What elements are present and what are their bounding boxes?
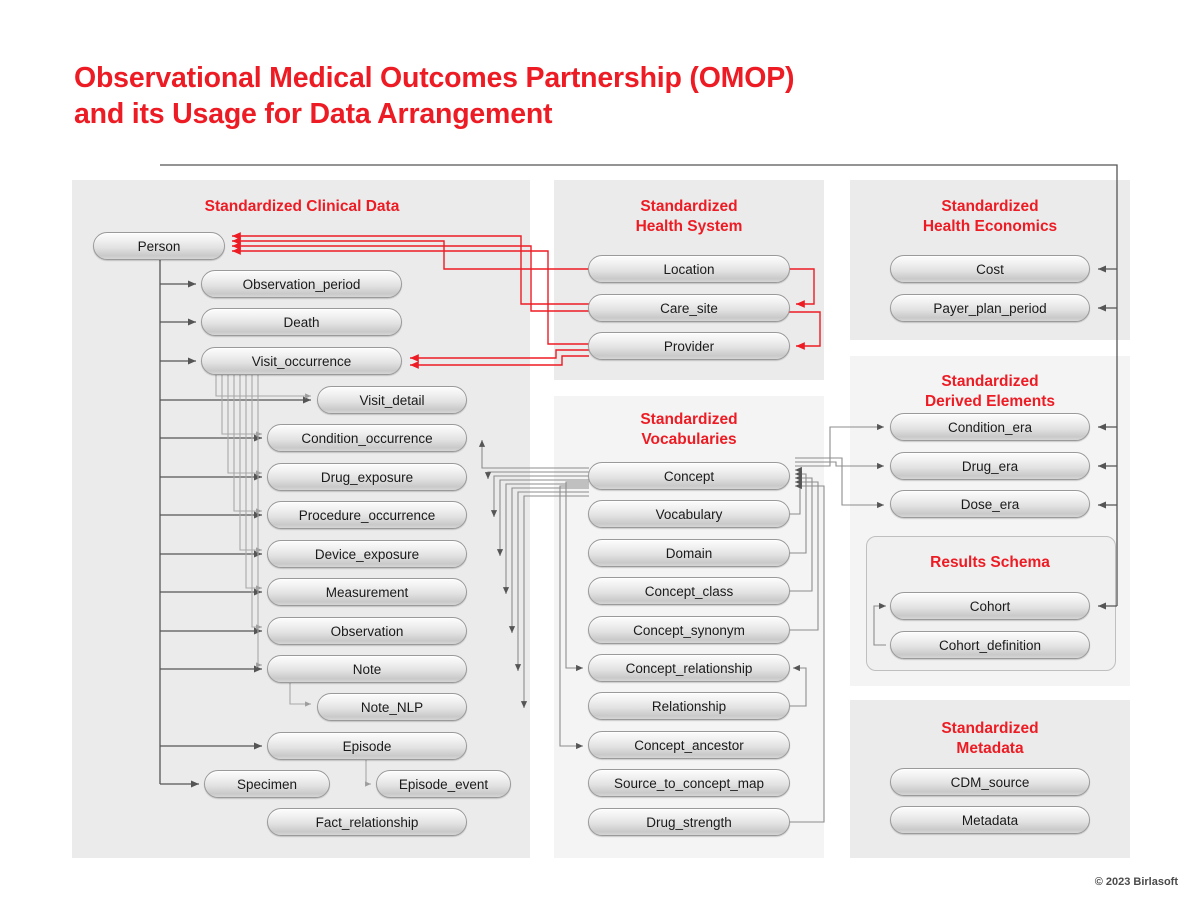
entity-concept-ancestor[interactable]: Concept_ancestor [588,731,790,759]
entity-measurement[interactable]: Measurement [267,578,467,606]
entity-episode[interactable]: Episode [267,732,467,760]
entity-dose-era[interactable]: Dose_era [890,490,1090,518]
entity-fact-relationship[interactable]: Fact_relationship [267,808,467,836]
section-title-line-2: Health Economics [922,218,1058,235]
entity-cohort-definition[interactable]: Cohort_definition [890,631,1090,659]
section-title-line-2: Health System [635,218,743,235]
section-title-derived-elements: Standardized Derived Elements [856,372,1124,412]
section-title-health-economics: Standardized Health Economics [856,197,1124,237]
entity-concept-relationship[interactable]: Concept_relationship [588,654,790,682]
entity-vocabulary[interactable]: Vocabulary [588,500,790,528]
entity-death[interactable]: Death [201,308,402,336]
entity-relationship[interactable]: Relationship [588,692,790,720]
entity-payer-plan-period[interactable]: Payer_plan_period [890,294,1090,322]
entity-person[interactable]: Person [93,232,225,260]
section-title-line-1: Standardized [640,411,738,428]
entity-observation[interactable]: Observation [267,617,467,645]
entity-device-exposure[interactable]: Device_exposure [267,540,467,568]
section-title-results-schema: Results Schema [930,554,1050,571]
entity-concept-class[interactable]: Concept_class [588,577,790,605]
entity-visit-occurrence[interactable]: Visit_occurrence [201,347,402,375]
section-title-line-2: Vocabularies [641,431,737,448]
section-title-line-2: Metadata [956,740,1024,757]
entity-domain[interactable]: Domain [588,539,790,567]
entity-provider[interactable]: Provider [588,332,790,360]
page-title: Observational Medical Outcomes Partnersh… [74,60,1074,132]
entity-cdm-source[interactable]: CDM_source [890,768,1090,796]
copyright-notice: © 2023 Birlasoft [1094,876,1178,888]
entity-drug-strength[interactable]: Drug_strength [588,808,790,836]
section-title-line-1: Standardized [640,198,738,215]
entity-drug-era[interactable]: Drug_era [890,452,1090,480]
title-line-2: and its Usage for Data Arrangement [74,98,553,130]
section-title-line-1: Standardized [941,373,1039,390]
section-title-line-1: Standardized [941,198,1039,215]
entity-cohort[interactable]: Cohort [890,592,1090,620]
section-title-clinical-data: Standardized Clinical Data [204,198,400,215]
entity-episode-event[interactable]: Episode_event [376,770,511,798]
entity-source-to-concept-map[interactable]: Source_to_concept_map [588,769,790,797]
section-title-health-system: Standardized Health System [560,197,818,237]
entity-concept[interactable]: Concept [588,462,790,490]
entity-specimen[interactable]: Specimen [204,770,330,798]
entity-drug-exposure[interactable]: Drug_exposure [267,463,467,491]
section-title-vocabularies: Standardized Vocabularies [560,410,818,450]
title-line-1: Observational Medical Outcomes Partnersh… [74,62,795,94]
entity-procedure-occurrence[interactable]: Procedure_occurrence [267,501,467,529]
entity-metadata[interactable]: Metadata [890,806,1090,834]
entity-cost[interactable]: Cost [890,255,1090,283]
entity-care-site[interactable]: Care_site [588,294,790,322]
entity-note-nlp[interactable]: Note_NLP [317,693,467,721]
entity-note[interactable]: Note [267,655,467,683]
entity-location[interactable]: Location [588,255,790,283]
entity-observation-period[interactable]: Observation_period [201,270,402,298]
section-title-line-1: Standardized [941,720,1039,737]
section-title-metadata: Standardized Metadata [856,719,1124,759]
section-title-line-2: Derived Elements [924,393,1056,410]
entity-condition-occurrence[interactable]: Condition_occurrence [267,424,467,452]
entity-concept-synonym[interactable]: Concept_synonym [588,616,790,644]
entity-condition-era[interactable]: Condition_era [890,413,1090,441]
entity-visit-detail[interactable]: Visit_detail [317,386,467,414]
